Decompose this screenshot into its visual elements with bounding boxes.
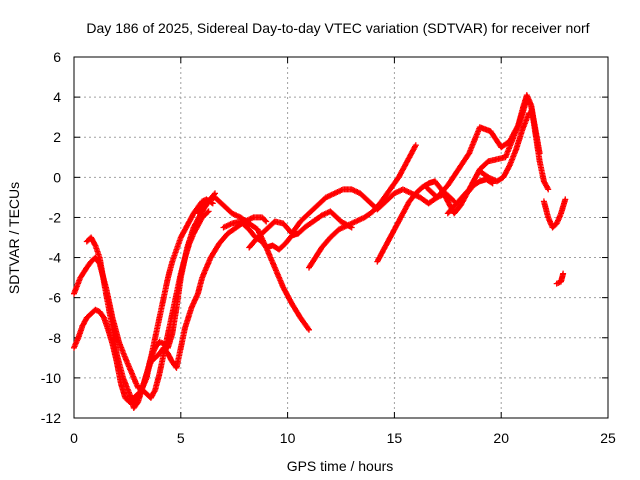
y-tick-label: -2 [49, 209, 62, 225]
y-tick-label: 0 [53, 169, 61, 185]
x-tick-label: 20 [493, 430, 509, 446]
x-tick-label: 25 [600, 430, 616, 446]
y-axis-label: SDTVAR / TECUs [6, 182, 22, 294]
y-tick-label: 6 [53, 49, 61, 65]
y-tick-label: 4 [53, 89, 61, 105]
x-tick-label: 0 [70, 430, 78, 446]
series-10-markers [444, 92, 552, 217]
chart-title: Day 186 of 2025, Sidereal Day-to-day VTE… [86, 20, 589, 36]
y-tick-label: -12 [41, 410, 61, 426]
series-3-markers [126, 214, 270, 407]
x-tick-label: 10 [280, 430, 296, 446]
x-axis-label: GPS time / hours [287, 458, 394, 474]
y-tick-label: -6 [49, 290, 62, 306]
series-7-markers [306, 142, 419, 271]
data-points [71, 92, 569, 411]
x-tick-label: 15 [387, 430, 403, 446]
y-tick-label: 2 [53, 129, 61, 145]
series-6-markers [246, 186, 458, 251]
series-12-markers [540, 196, 569, 231]
series-11-markers [476, 110, 532, 185]
y-tick-label: -10 [41, 370, 61, 386]
x-tick-label: 5 [177, 430, 185, 446]
plot-frame [73, 56, 609, 419]
y-tick-label: -8 [49, 330, 62, 346]
axis-ticks: 0 5 10 15 20 25 -12 -10 -8 -6 -4 -2 0 2 4 6 [41, 49, 616, 446]
series-13-markers [553, 270, 567, 287]
y-tick-label: -4 [49, 250, 62, 266]
